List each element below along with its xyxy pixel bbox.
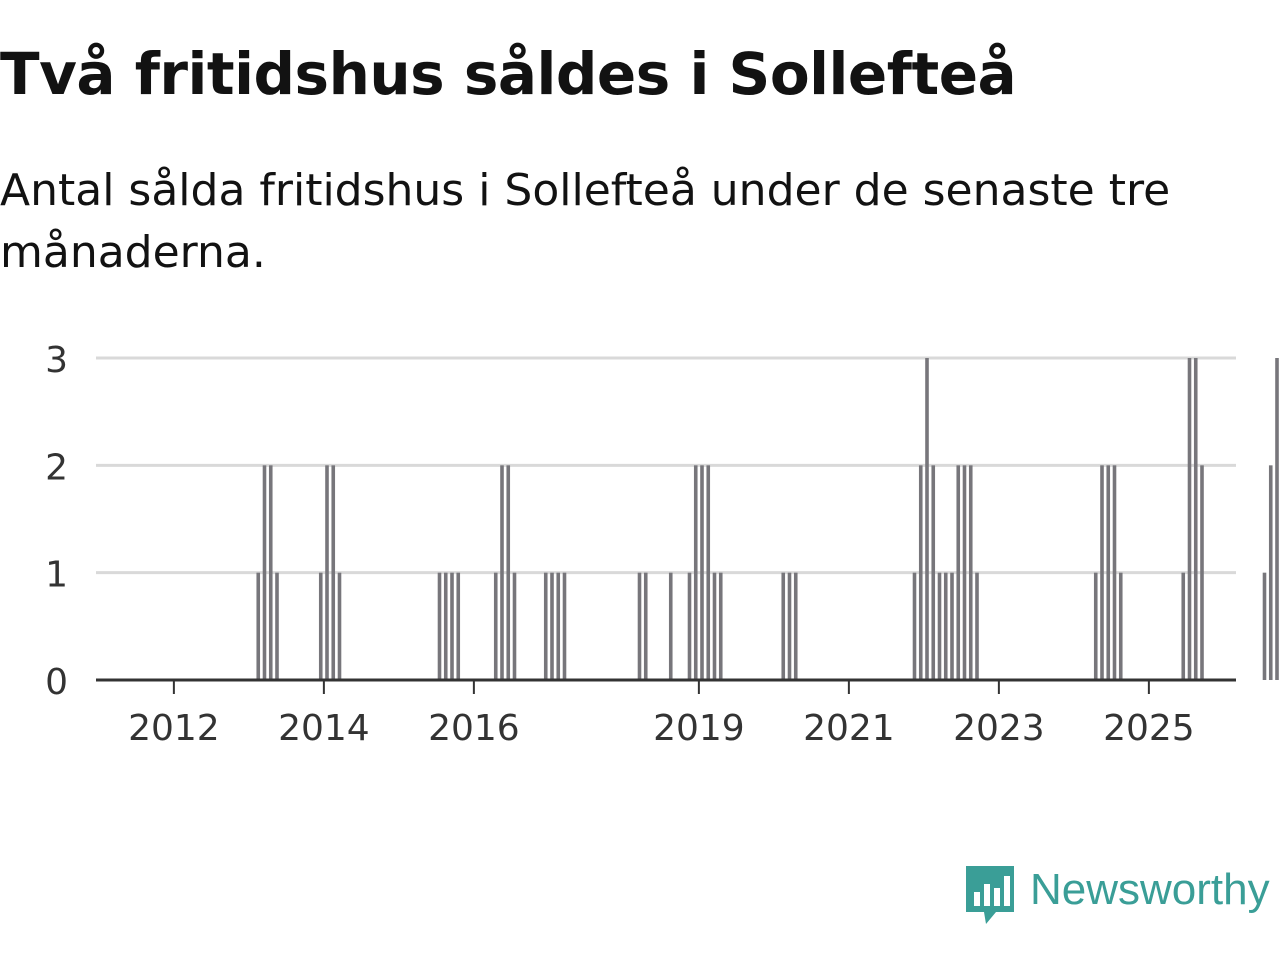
bar (1275, 358, 1279, 680)
bar (693, 465, 698, 680)
bar (668, 572, 673, 680)
x-tick-label: 2023 (953, 708, 1045, 749)
bar-chart: 0 1 2 3 2012 2014 2016 2019 2021 2023 2025 2 (45, 340, 1279, 749)
x-tick-label: 2014 (278, 708, 370, 749)
y-axis-ticks: 0 1 2 3 (45, 340, 68, 703)
bar (493, 572, 498, 680)
bar (275, 572, 279, 680)
bar (1262, 572, 1267, 680)
bar (943, 572, 948, 680)
newsworthy-logo-icon (966, 866, 1014, 924)
y-tick-label: 2 (45, 447, 68, 488)
bar (687, 572, 692, 680)
bar (318, 572, 323, 680)
y-tick-label: 0 (45, 662, 68, 703)
bar (506, 465, 511, 680)
bar (556, 572, 561, 680)
bar (931, 465, 936, 680)
bar (962, 465, 967, 680)
bar (443, 572, 448, 680)
bar (975, 572, 979, 680)
bar (543, 572, 548, 680)
bar (437, 572, 442, 680)
bar (256, 572, 261, 680)
bar (912, 572, 917, 680)
bar (331, 465, 336, 680)
chart-subtitle: Antal sålda fritidshus i Sollefteå under… (0, 165, 1171, 278)
bar (950, 572, 954, 680)
bar (956, 465, 961, 680)
bar (643, 572, 648, 680)
bar (1106, 465, 1111, 680)
bar (793, 572, 798, 680)
bar (456, 572, 461, 680)
x-tick-label: 2016 (428, 708, 520, 749)
bar (325, 465, 329, 680)
x-tick-label: 2019 (653, 708, 745, 749)
bar (781, 572, 786, 680)
x-tick-label: 2025 (1103, 708, 1195, 749)
bar (500, 465, 504, 680)
bar (550, 572, 554, 680)
bar (512, 572, 517, 680)
bar (925, 358, 929, 680)
x-tick-label: 2012 (128, 708, 220, 749)
bar (706, 465, 711, 680)
bar (1181, 572, 1186, 680)
bar (1268, 465, 1273, 680)
bar (268, 465, 273, 680)
bar (1112, 465, 1117, 680)
bar (562, 572, 567, 680)
bar (1118, 572, 1123, 680)
bar (968, 465, 973, 680)
bar (1200, 465, 1204, 680)
bar (787, 572, 792, 680)
bar (718, 572, 723, 680)
x-tick-label: 2021 (803, 708, 895, 749)
bar (712, 572, 717, 680)
brand-name: Newsworthy (1030, 865, 1270, 914)
bar (637, 572, 642, 680)
y-tick-label: 1 (45, 555, 68, 596)
bar (1187, 358, 1192, 680)
bar (918, 465, 923, 680)
bar (262, 465, 267, 680)
bar (1100, 465, 1104, 680)
x-axis: 2012 2014 2016 2019 2021 2023 2025 (96, 678, 1236, 749)
bar (1193, 358, 1198, 680)
bar (700, 465, 704, 680)
bars (256, 358, 1279, 680)
bar (1093, 572, 1098, 680)
gridlines (96, 356, 1236, 575)
bar (450, 572, 454, 680)
bar (337, 572, 342, 680)
y-tick-label: 3 (45, 340, 68, 381)
chart-title: Två fritidshus såldes i Sollefteå (0, 40, 1017, 108)
bar (937, 572, 942, 680)
newsworthy-logo: Newsworthy (962, 862, 1270, 928)
